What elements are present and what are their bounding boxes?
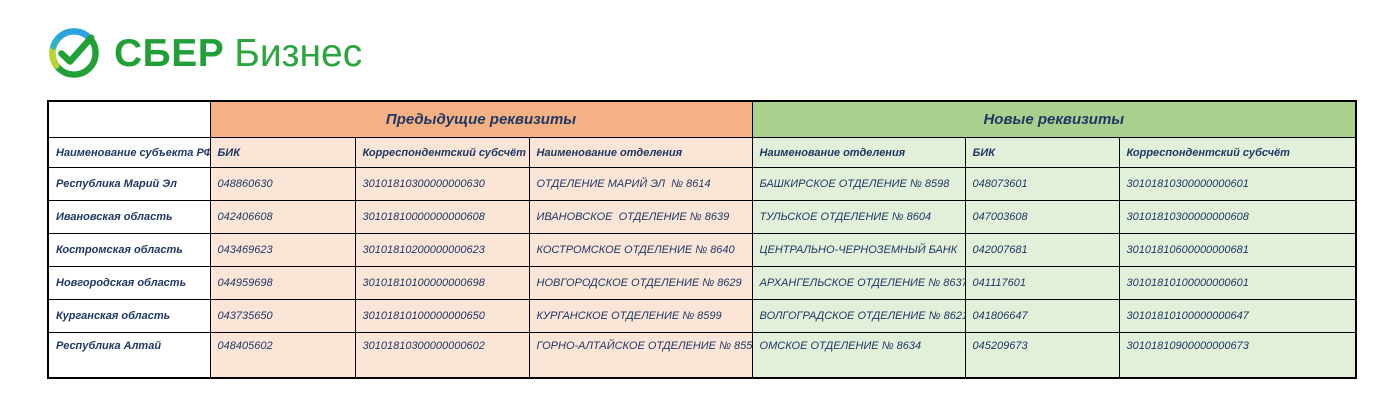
cell-subject: Республика Марий Эл	[47, 167, 211, 201]
table-row: Республика Алтай 048405602 3010181030000…	[47, 332, 1357, 379]
cell-prev-branch: ГОРНО-АЛТАЙСКОЕ ОТДЕЛЕНИЕ № 8558	[528, 332, 753, 379]
logo-brand-text: СБЕР	[114, 31, 225, 75]
cell-new-branch: ОМСКОЕ ОТДЕЛЕНИЕ № 8634	[751, 332, 966, 379]
cell-prev-branch: НОВГОРОДСКОЕ ОТДЕЛЕНИЕ № 8629	[528, 266, 753, 300]
sber-business-logo: СБЕР Бизнес	[47, 26, 362, 80]
cell-prev-branch: ИВАНОВСКОЕ ОТДЕЛЕНИЕ № 8639	[528, 200, 753, 234]
cell-new-branch: ЦЕНТРАЛЬНО-ЧЕРНОЗЕМНЫЙ БАНК	[751, 233, 966, 267]
cell-new-bik: 045209673	[964, 332, 1120, 379]
cell-prev-bik: 043469623	[209, 233, 356, 267]
cell-subject: Костромская область	[47, 233, 211, 267]
cell-prev-bik: 043735650	[209, 299, 356, 333]
table-body: Республика Марий Эл 048860630 3010181030…	[47, 167, 1357, 379]
table-row: Курганская область 043735650 30101810100…	[47, 299, 1357, 333]
table-row: Новгородская область 044959698 301018101…	[47, 266, 1357, 300]
cell-new-branch: АРХАНГЕЛЬСКОЕ ОТДЕЛЕНИЕ № 8637	[751, 266, 966, 300]
col-header-prev-branch: Наименование отделения	[528, 137, 753, 168]
column-header-row: Наименование субъекта РФ БИК Корреспонде…	[47, 137, 1357, 168]
cell-prev-corr: 30101810100000000698	[354, 266, 530, 300]
cell-subject: Ивановская область	[47, 200, 211, 234]
cell-new-branch: ТУЛЬСКОЕ ОТДЕЛЕНИЕ № 8604	[751, 200, 966, 234]
cell-prev-branch: ОТДЕЛЕНИЕ МАРИЙ ЭЛ № 8614	[528, 167, 753, 201]
cell-prev-branch: КУРГАНСКОЕ ОТДЕЛЕНИЕ № 8599	[528, 299, 753, 333]
cell-subject: Республика Алтай	[47, 332, 211, 379]
col-header-prev-corr: Корреспондентский субсчёт	[354, 137, 530, 168]
cell-prev-branch: КОСТРОМСКОЕ ОТДЕЛЕНИЕ № 8640	[528, 233, 753, 267]
requisites-table: Предыдущие реквизиты Новые реквизиты Наи…	[47, 100, 1358, 379]
table-row: Костромская область 043469623 3010181020…	[47, 233, 1357, 267]
cell-new-corr: 30101810300000000601	[1118, 167, 1357, 201]
cell-prev-bik: 042406608	[209, 200, 356, 234]
cell-new-corr: 30101810100000000647	[1118, 299, 1357, 333]
logo-product-text: Бизнес	[234, 31, 363, 75]
cell-new-branch: БАШКИРСКОЕ ОТДЕЛЕНИЕ № 8598	[751, 167, 966, 201]
cell-new-corr: 30101810900000000673	[1118, 332, 1357, 379]
cell-prev-bik: 048405602	[209, 332, 356, 379]
cell-new-branch: ВОЛГОГРАДСКОЕ ОТДЕЛЕНИЕ № 8621	[751, 299, 966, 333]
logo-text: СБЕР Бизнес	[114, 34, 362, 73]
cell-new-bik: 041117601	[964, 266, 1120, 300]
table-row: Республика Марий Эл 048860630 3010181030…	[47, 167, 1357, 201]
cell-new-bik: 041806647	[964, 299, 1120, 333]
cell-prev-corr: 30101810300000000630	[354, 167, 530, 201]
cell-prev-corr: 30101810300000000602	[354, 332, 530, 379]
cell-subject: Курганская область	[47, 299, 211, 333]
group-header-row: Предыдущие реквизиты Новые реквизиты	[47, 100, 1357, 138]
cell-new-bik: 042007681	[964, 233, 1120, 267]
previous-requisites-header: Предыдущие реквизиты	[209, 100, 753, 138]
cell-prev-corr: 30101810200000000623	[354, 233, 530, 267]
cell-new-corr: 30101810100000000601	[1118, 266, 1357, 300]
cell-new-corr: 30101810600000000681	[1118, 233, 1357, 267]
cell-prev-bik: 044959698	[209, 266, 356, 300]
cell-new-corr: 30101810300000000608	[1118, 200, 1357, 234]
cell-new-bik: 047003608	[964, 200, 1120, 234]
cell-prev-corr: 30101810000000000608	[354, 200, 530, 234]
cell-prev-corr: 30101810100000000650	[354, 299, 530, 333]
table-row: Ивановская область 042406608 30101810000…	[47, 200, 1357, 234]
col-header-prev-bik: БИК	[209, 137, 356, 168]
blank-corner-cell	[47, 100, 211, 138]
cell-subject: Новгородская область	[47, 266, 211, 300]
requisites-table-container: Предыдущие реквизиты Новые реквизиты Наи…	[47, 100, 1358, 379]
sber-check-icon	[49, 28, 99, 78]
col-header-subject: Наименование субъекта РФ	[47, 137, 211, 168]
col-header-new-bik: БИК	[964, 137, 1120, 168]
col-header-new-branch: Наименование отделения	[751, 137, 966, 168]
cell-new-bik: 048073601	[964, 167, 1120, 201]
col-header-new-corr: Корреспондентский субсчёт	[1118, 137, 1357, 168]
new-requisites-header: Новые реквизиты	[751, 100, 1357, 138]
cell-prev-bik: 048860630	[209, 167, 356, 201]
